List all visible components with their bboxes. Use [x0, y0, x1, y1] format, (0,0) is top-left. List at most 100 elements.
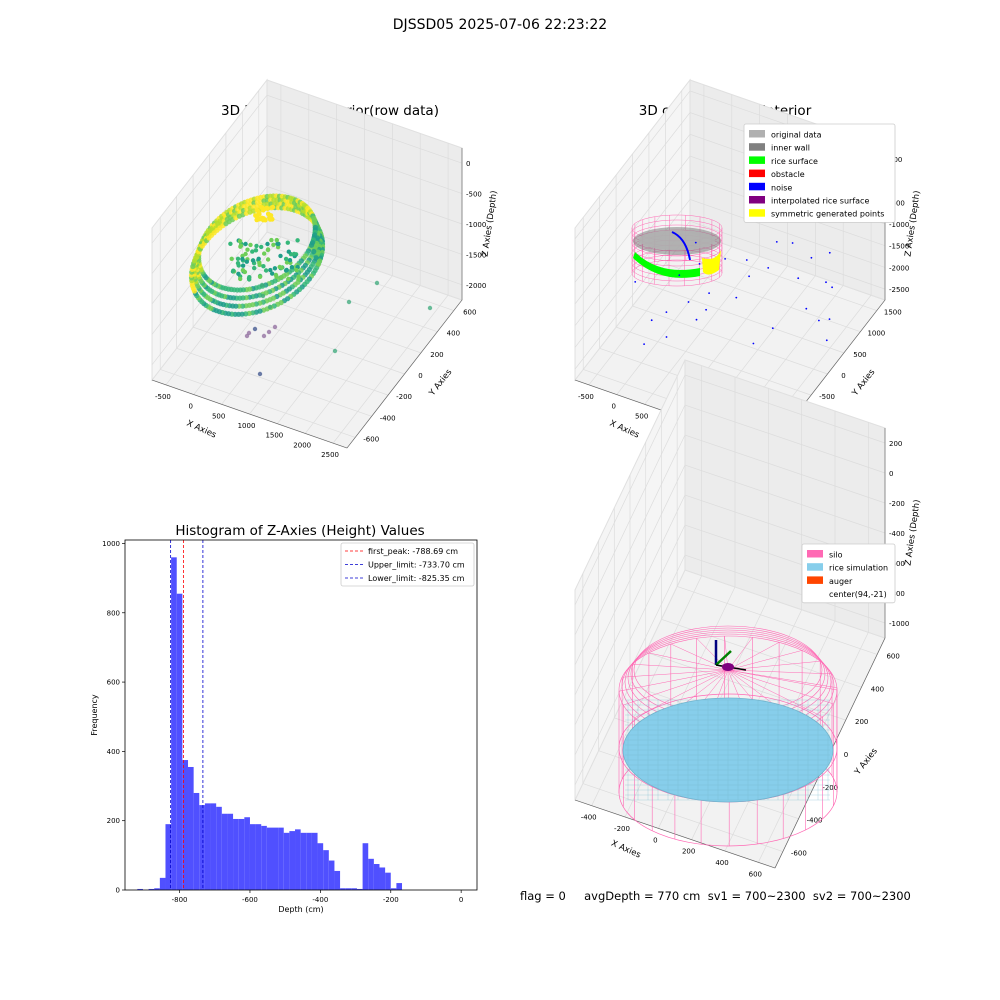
- plot1-point: [257, 371, 263, 377]
- plot2-noise-point: [695, 318, 698, 321]
- plot4-silo-roof: [727, 669, 833, 675]
- histogram-ytick: 200: [107, 817, 120, 825]
- histogram-bar: [204, 803, 211, 890]
- histogram-bar: [356, 888, 363, 890]
- histogram-legend-label: Upper_limit: -733.70 cm: [368, 561, 465, 570]
- plot1-point: [254, 243, 259, 249]
- plot2-noise-point: [724, 258, 726, 260]
- plot1-point: [266, 329, 272, 335]
- plot4-legend-label: auger: [829, 577, 853, 586]
- plot1-point: [315, 261, 321, 267]
- plot2-noise-point: [705, 308, 707, 311]
- plot2-noise-point: [771, 327, 774, 330]
- plot1-point: [267, 215, 272, 221]
- histogram-bar: [295, 829, 301, 890]
- plot1-point: [270, 204, 276, 210]
- plot4-ytick: 200: [855, 718, 868, 726]
- plot4-legend: [801, 543, 896, 604]
- plot4-ylabel: Y Axies: [852, 746, 880, 778]
- plot1-point: [244, 333, 250, 339]
- plot2-noise-point: [810, 256, 813, 259]
- plot1-ztick: -2000: [466, 282, 486, 290]
- plot4-ytick: 600: [886, 652, 899, 660]
- plot2-noise-point: [634, 281, 637, 283]
- plot4-grid-y: [677, 586, 878, 655]
- plot1-grid-y: [209, 305, 405, 375]
- histogram-legend-label: Lower_limit: -825.35 cm: [368, 574, 465, 583]
- histogram-bar: [390, 888, 397, 890]
- plot2-ytick: 0: [841, 372, 845, 380]
- histogram-bar: [351, 888, 357, 890]
- plot1-point: [248, 242, 253, 248]
- histogram-ytick: 1000: [102, 540, 120, 548]
- histogram-bar: [362, 843, 369, 890]
- histogram-xtick: -200: [383, 896, 399, 904]
- plot4-ztick: 200: [889, 440, 902, 448]
- plot1-point: [286, 249, 291, 254]
- plot4-grid-z: [574, 494, 886, 726]
- plot1-point: [270, 271, 275, 276]
- plot1-point: [265, 257, 271, 262]
- plot1-point: [251, 258, 256, 263]
- plot2-ztick: -2000: [889, 264, 909, 272]
- plot1-point: [257, 216, 263, 222]
- plot1-point: [247, 277, 252, 282]
- plot1-point: [273, 272, 279, 278]
- plot1-point: [260, 217, 266, 223]
- plot4-ztick: -200: [889, 500, 905, 508]
- histogram-ylabel: Frequency: [90, 694, 99, 736]
- plot1-point: [287, 258, 293, 263]
- plot2-noise-point: [805, 307, 808, 310]
- histogram-bar: [373, 864, 380, 890]
- plot1-xtick: 1000: [238, 422, 256, 430]
- plot1-point: [237, 238, 243, 244]
- plot1-point: [272, 324, 278, 330]
- plot4-xtick: 400: [715, 859, 728, 867]
- plot1-point: [332, 348, 338, 354]
- histogram-xlabel: Depth (cm): [278, 905, 323, 914]
- plot2-noise-point: [831, 286, 833, 289]
- histogram-ytick: 800: [107, 609, 120, 617]
- plot1-point: [236, 271, 241, 276]
- plot1-ytick: 0: [418, 372, 422, 380]
- histogram-bar: [233, 818, 239, 890]
- plot1-point: [243, 241, 248, 247]
- histogram-bar: [334, 870, 341, 890]
- plot1-grid-z: [151, 94, 463, 244]
- plot2-noise-point: [775, 241, 778, 243]
- histogram-bar: [171, 557, 177, 890]
- plot4-silo-roof: [634, 669, 729, 719]
- plot4-silo-roof: [727, 669, 834, 705]
- histogram-bar: [311, 832, 318, 890]
- plot2-legend-swatch: [749, 156, 765, 164]
- plot4-ztick: -400: [889, 530, 905, 538]
- plot2-noise-point: [791, 242, 794, 244]
- plot1-grid-z: [151, 125, 463, 274]
- plot2-ztick: -1500: [889, 243, 909, 251]
- histogram-bar: [300, 832, 307, 890]
- plot2-noise-point: [643, 343, 645, 345]
- plot2-ytick: 1000: [867, 330, 885, 338]
- plot4-grid-z: [574, 434, 886, 666]
- plot1-point: [267, 304, 273, 310]
- plot1-point: [269, 237, 274, 243]
- plot1-point: [311, 248, 317, 255]
- histogram-bar: [216, 806, 222, 890]
- histogram-bar: [227, 813, 234, 890]
- plot1-xtick: 2000: [293, 441, 311, 449]
- histogram-bar: [193, 792, 200, 890]
- plot4-silo-roof: [727, 669, 838, 691]
- plot4-legend-label: center(94,-21): [829, 590, 887, 599]
- plot2-original-data: [639, 230, 715, 250]
- plot4-ytick: 0: [844, 751, 848, 759]
- plot1-grid-z: [151, 216, 463, 366]
- plot2-noise-point: [825, 281, 827, 284]
- plot1-point: [238, 276, 243, 282]
- plot1-point: [278, 253, 283, 259]
- figure-suptitle: DJSSD05 2025-07-06 22:23:22: [392, 17, 608, 33]
- plot2-grid-z: [574, 199, 886, 348]
- plot2-legend-swatch: [749, 196, 765, 204]
- histogram-bar: [137, 888, 143, 890]
- plot1-ytick: -600: [363, 435, 379, 443]
- plot1-point: [271, 242, 276, 247]
